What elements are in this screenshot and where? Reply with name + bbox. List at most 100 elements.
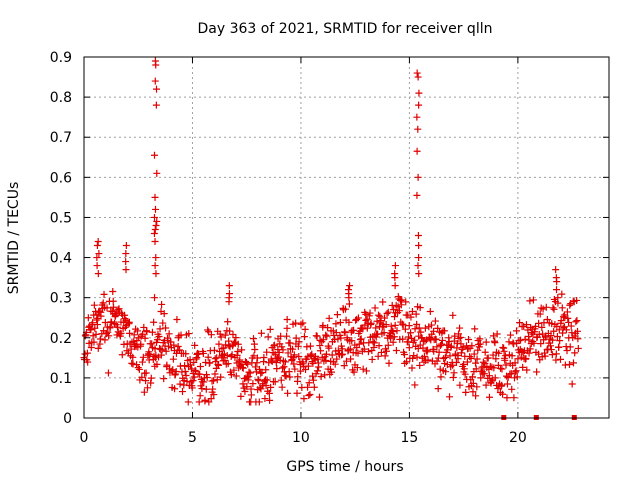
data-point (415, 254, 423, 262)
data-point (491, 339, 499, 347)
data-point (369, 338, 377, 346)
data-point (370, 339, 378, 347)
data-point (332, 320, 340, 328)
data-point (162, 347, 170, 355)
data-point (97, 312, 105, 320)
data-point (267, 383, 275, 391)
data-point (402, 298, 410, 306)
data-point (552, 350, 560, 358)
data-point (279, 364, 287, 372)
data-point (415, 270, 423, 278)
data-point (338, 351, 346, 359)
x-tick-label: 5 (188, 430, 197, 446)
data-point (243, 383, 251, 391)
data-point (353, 364, 361, 372)
data-point (336, 319, 344, 327)
data-point (262, 381, 270, 389)
data-point (232, 372, 240, 380)
data-point (134, 327, 142, 335)
data-point (337, 334, 345, 342)
data-point (234, 348, 242, 356)
data-point (222, 341, 230, 349)
data-point (108, 318, 116, 326)
data-point (469, 373, 477, 381)
data-point (331, 360, 339, 368)
data-point (562, 326, 570, 334)
data-point (472, 365, 480, 373)
data-point (391, 282, 399, 290)
data-point (173, 315, 181, 323)
data-point (303, 343, 311, 351)
data-point (125, 318, 133, 326)
data-point (313, 367, 321, 375)
data-point (526, 297, 534, 305)
data-point (218, 345, 226, 353)
data-point (159, 319, 167, 327)
data-point (286, 373, 294, 381)
data-point (305, 391, 313, 399)
data-point (299, 319, 307, 327)
data-point (480, 370, 488, 378)
data-point (84, 314, 92, 322)
data-point (416, 361, 424, 369)
data-point (490, 332, 498, 340)
data-point (347, 355, 355, 363)
data-point (178, 388, 186, 396)
data-point (435, 348, 443, 356)
data-point (499, 390, 507, 398)
data-point (348, 337, 356, 345)
data-point (549, 304, 557, 312)
data-point (405, 344, 413, 352)
data-point (152, 101, 160, 109)
data-point (529, 296, 537, 304)
data-point (223, 352, 231, 360)
chart-title: Day 363 of 2021, SRMTID for receiver qll… (198, 21, 493, 37)
data-point (133, 361, 141, 369)
data-point (490, 364, 498, 372)
data-point (357, 336, 365, 344)
data-point (389, 338, 397, 346)
data-point (196, 370, 204, 378)
data-point (415, 101, 423, 109)
data-point (130, 337, 138, 345)
data-point (112, 311, 120, 319)
data-point (345, 318, 353, 326)
data-point (306, 342, 314, 350)
data-points (80, 57, 582, 406)
data-point (441, 327, 449, 335)
data-point (249, 380, 257, 388)
data-point (447, 342, 455, 350)
data-point (550, 327, 558, 335)
data-point (504, 374, 512, 382)
data-point (498, 381, 506, 389)
data-point (316, 336, 324, 344)
data-point (271, 378, 279, 386)
data-point (93, 242, 101, 250)
data-point (93, 321, 101, 329)
data-point (467, 354, 475, 362)
data-point (160, 310, 168, 318)
data-point (213, 354, 221, 362)
data-point (150, 213, 158, 221)
data-point (461, 370, 469, 378)
data-point (139, 330, 147, 338)
data-point (508, 385, 516, 393)
data-point (542, 303, 550, 311)
data-point (151, 225, 159, 233)
data-point (555, 326, 563, 334)
data-point (106, 323, 114, 331)
data-point (381, 352, 389, 360)
data-point (492, 355, 500, 363)
data-point (153, 217, 161, 225)
data-point (420, 352, 428, 360)
data-point (426, 308, 434, 316)
data-point (541, 352, 549, 360)
data-point (476, 340, 484, 348)
data-point (157, 351, 165, 359)
data-point (92, 330, 100, 338)
data-point (547, 342, 555, 350)
data-point (304, 383, 312, 391)
data-point (290, 351, 298, 359)
data-point (532, 322, 540, 330)
data-point (393, 327, 401, 335)
